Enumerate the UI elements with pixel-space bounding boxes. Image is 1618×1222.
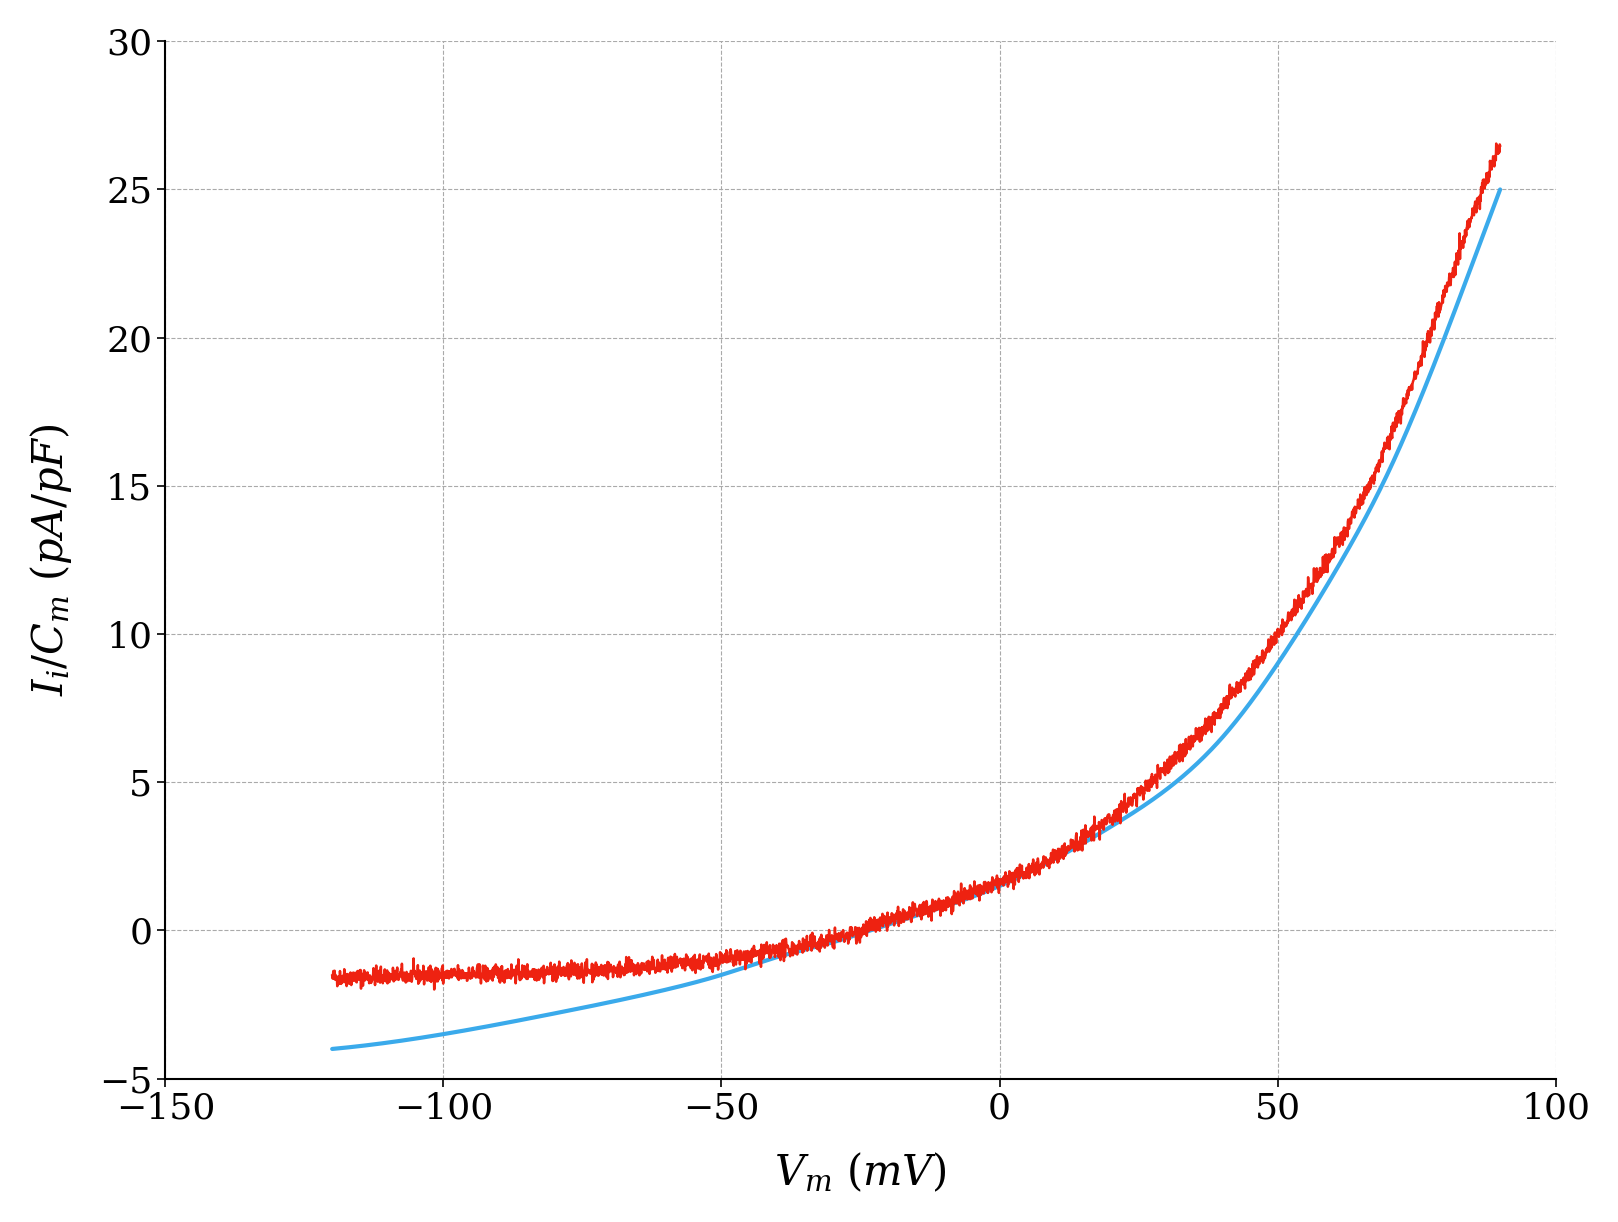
Y-axis label: $I_i/C_m$ $(pA/pF)$: $I_i/C_m$ $(pA/pF)$: [28, 424, 74, 697]
X-axis label: $V_m$ $(mV)$: $V_m$ $(mV)$: [773, 1151, 947, 1194]
